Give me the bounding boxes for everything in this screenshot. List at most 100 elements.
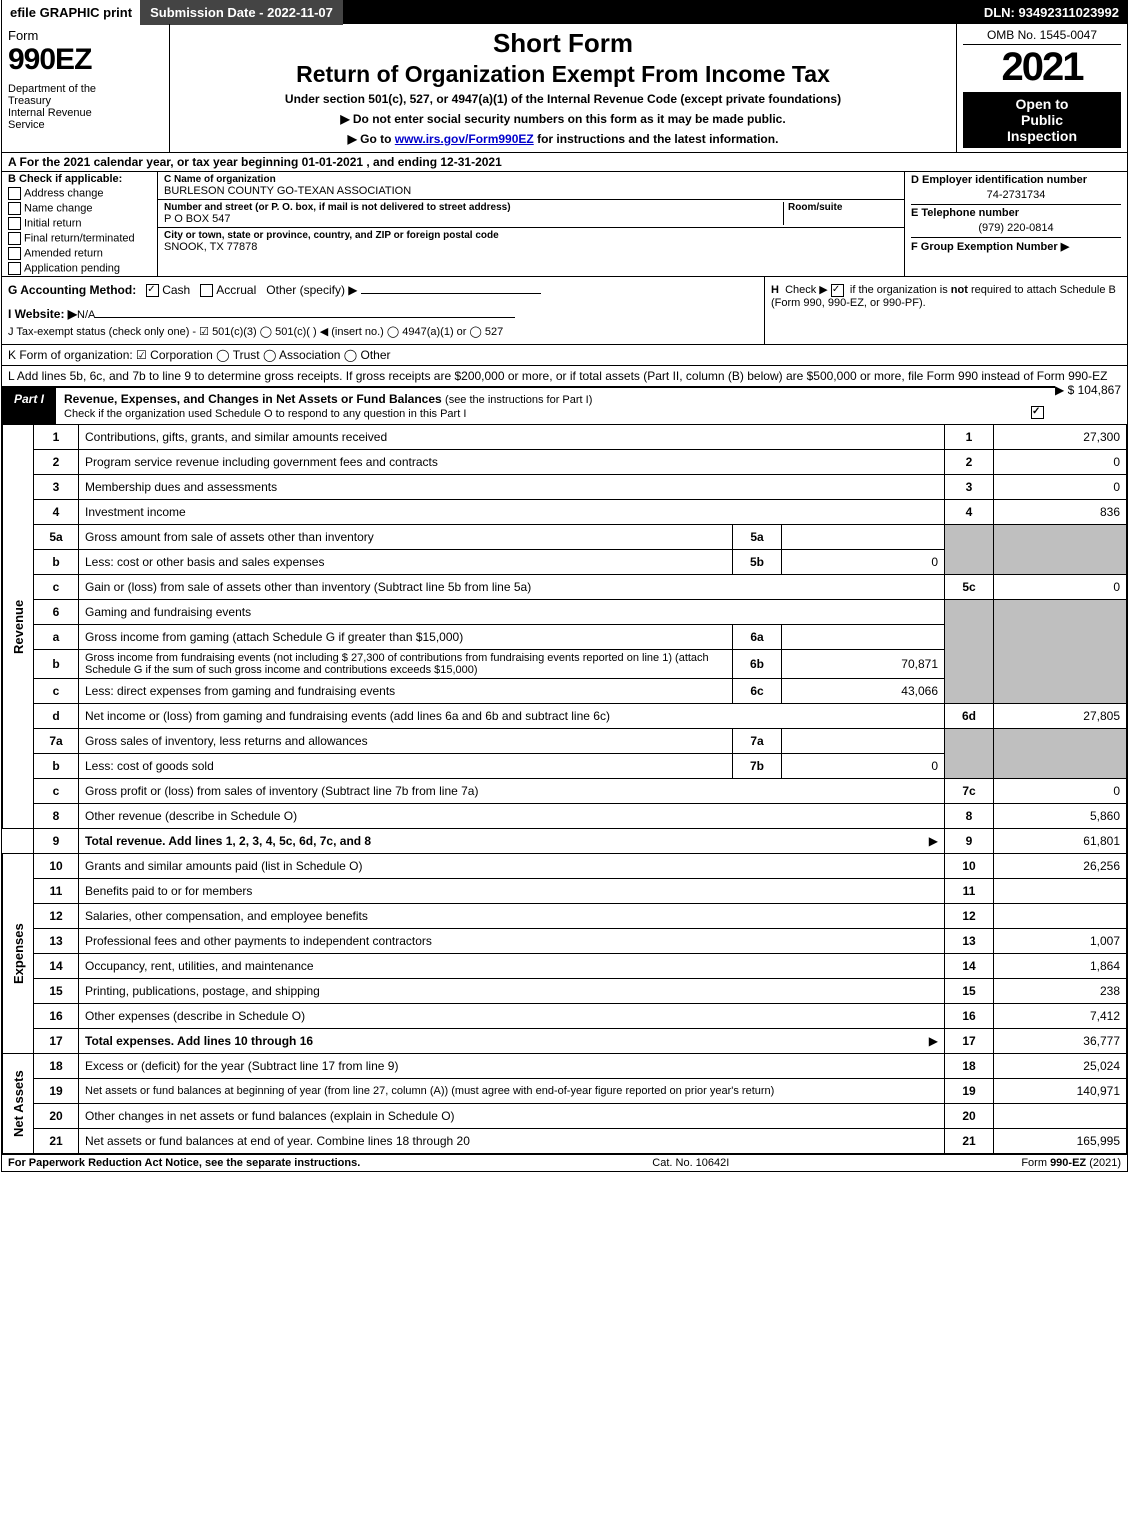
row-l-text: L Add lines 5b, 6c, and 7b to line 9 to … [8,369,1107,383]
line-1-val: 27,300 [994,425,1127,450]
line-2-num: 2 [34,450,79,475]
part1-title: Revenue, Expenses, and Changes in Net As… [56,388,1055,424]
line-7a-num: 7a [34,729,79,754]
line-4-val: 836 [994,500,1127,525]
phone-label: E Telephone number [911,204,1121,219]
line-8-num: 8 [34,804,79,829]
line-12-num: 12 [34,904,79,929]
grey-6 [945,600,994,704]
chk-address-change[interactable]: Address change [2,186,157,201]
line-17-num: 17 [34,1029,79,1054]
line-5a-sv [782,525,945,550]
line-17-ln: 17 [945,1029,994,1054]
room-label: Room/suite [788,202,898,213]
line-21-val: 165,995 [994,1129,1127,1154]
part1-schedule-o-check[interactable] [1031,406,1044,419]
line-11-desc: Benefits paid to or for members [79,879,945,904]
website-row: I Website: ▶N/A [8,307,758,321]
header-center: Short Form Return of Organization Exempt… [170,24,957,152]
line-7c-num: c [34,779,79,804]
part1-tab: Part I [2,388,56,424]
line-7b-num: b [34,754,79,779]
line-15-num: 15 [34,979,79,1004]
schedule-b-check: H Check ▶ if the organization is not req… [771,283,1121,309]
line-3-num: 3 [34,475,79,500]
part1-header: Part I Revenue, Expenses, and Changes in… [2,386,1055,424]
group-exempt-label: F Group Exemption Number ▶ [911,237,1121,253]
line-2-val: 0 [994,450,1127,475]
form-word: Form [8,28,163,43]
line-20-val [994,1104,1127,1129]
instr2-suffix: for instructions and the latest informat… [534,132,779,146]
line-16-ln: 16 [945,1004,994,1029]
col-c-org-info: C Name of organization BURLESON COUNTY G… [158,172,905,276]
goto-instructions: ▶ Go to www.irs.gov/Form990EZ for instru… [178,132,948,146]
line-6b-sn: 6b [733,650,782,679]
line-15-desc: Printing, publications, postage, and shi… [79,979,945,1004]
chk-cash[interactable] [146,284,159,297]
line-19-num: 19 [34,1079,79,1104]
efile-print: efile GRAPHIC print [2,0,140,25]
line-12-desc: Salaries, other compensation, and employ… [79,904,945,929]
chk-schedule-b[interactable] [831,284,844,297]
line-7b-desc: Less: cost of goods sold [79,754,733,779]
line-9-ln: 9 [945,829,994,854]
line-6c-sv: 43,066 [782,679,945,704]
form-990ez: efile GRAPHIC print Submission Date - 20… [1,0,1128,1172]
line-5b-sv: 0 [782,550,945,575]
col-b-checkboxes: B Check if applicable: Address change Na… [2,172,158,276]
line-18-desc: Excess or (deficit) for the year (Subtra… [79,1054,945,1079]
line-21-num: 21 [34,1129,79,1154]
chk-accrual[interactable] [200,284,213,297]
line-5b-desc: Less: cost or other basis and sales expe… [79,550,733,575]
line-19-val: 140,971 [994,1079,1127,1104]
chk-name-change[interactable]: Name change [2,201,157,216]
line-10-val: 26,256 [994,854,1127,879]
col-b-label: B Check if applicable: [2,172,157,186]
line-15-ln: 15 [945,979,994,1004]
line-5a-num: 5a [34,525,79,550]
org-name-block: C Name of organization BURLESON COUNTY G… [158,172,904,200]
col-def: D Employer identification number 74-2731… [905,172,1127,276]
line-10-desc: Grants and similar amounts paid (list in… [79,854,945,879]
accounting-method: G Accounting Method: Cash Accrual Other … [8,283,758,297]
line-6d-val: 27,805 [994,704,1127,729]
org-name-value: BURLESON COUNTY GO-TEXAN ASSOCIATION [164,185,898,197]
chk-final-return[interactable]: Final return/terminated [2,231,157,246]
line-13-ln: 13 [945,929,994,954]
line-14-num: 14 [34,954,79,979]
line-9-num: 9 [34,829,79,854]
row-l-amount: ▶ $ 104,867 [1055,383,1121,397]
line-5c-val: 0 [994,575,1127,600]
street-label: Number and street (or P. O. box, if mail… [164,202,783,213]
line-8-val: 5,860 [994,804,1127,829]
grey-7v [994,729,1127,779]
line-16-val: 7,412 [994,1004,1127,1029]
line-4-ln: 4 [945,500,994,525]
col-g: G Accounting Method: Cash Accrual Other … [2,277,764,344]
block-gh: G Accounting Method: Cash Accrual Other … [2,276,1127,344]
row-a-tax-year: A For the 2021 calendar year, or tax yea… [2,152,1127,171]
form-number: 990EZ [8,43,163,77]
line-17-desc: Total expenses. Add lines 10 through 16 … [79,1029,945,1054]
line-6a-sn: 6a [733,625,782,650]
chk-initial-return[interactable]: Initial return [2,216,157,231]
dln: DLN: 93492311023992 [984,5,1127,20]
ein-label: D Employer identification number [911,174,1121,186]
chk-amended-return[interactable]: Amended return [2,246,157,261]
line-13-val: 1,007 [994,929,1127,954]
header-right: OMB No. 1545-0047 2021 Open toPublicInsp… [957,24,1127,152]
irs-link[interactable]: www.irs.gov/Form990EZ [395,132,534,146]
line-5c-desc: Gain or (loss) from sale of assets other… [79,575,945,600]
line-21-ln: 21 [945,1129,994,1154]
part1-check-line: Check if the organization used Schedule … [64,408,466,420]
line-20-num: 20 [34,1104,79,1129]
line-11-val [994,879,1127,904]
line-4-desc: Investment income [79,500,945,525]
row-l-gross-receipts: L Add lines 5b, 6c, and 7b to line 9 to … [2,365,1127,386]
line-21-desc: Net assets or fund balances at end of ye… [79,1129,945,1154]
chk-application-pending[interactable]: Application pending [2,261,157,276]
omb-number: OMB No. 1545-0047 [963,28,1121,45]
line-7b-sn: 7b [733,754,782,779]
grey-6v [994,600,1127,704]
